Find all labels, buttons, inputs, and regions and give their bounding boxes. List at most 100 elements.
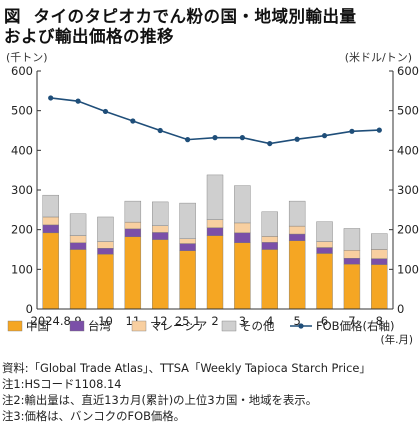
fob-price-point (376, 127, 382, 133)
left-y-tick-label: 0 (26, 302, 33, 316)
bar-segment-china (234, 242, 251, 310)
bar-segment-taiwan (234, 232, 251, 243)
x-tick-label: 7 (348, 314, 355, 328)
bar-segment-china (371, 264, 388, 310)
fob-price-point (267, 140, 273, 147)
x-tick-label: 5 (293, 314, 300, 328)
fob-price-point (321, 133, 328, 139)
bar-segment-malaysia (179, 238, 196, 244)
bar-segment-other (124, 200, 142, 223)
x-tick-label: 10 (98, 314, 113, 328)
fob-price-point (349, 128, 355, 134)
bar-segment-malaysia (152, 225, 169, 233)
source-note: 資料:「Global Trade Atlas」、TTSA「Weekly Tapi… (2, 361, 371, 375)
legend-label: 中国 (26, 319, 49, 333)
x-tick-label: 12 (153, 314, 168, 328)
bar-segment-china (343, 263, 361, 310)
x-tick-label: 25.1 (175, 314, 201, 328)
bar-segment-china (179, 250, 196, 310)
legend-swatch (221, 320, 237, 332)
bar-segment-taiwan (371, 258, 388, 265)
x-tick-label: 4 (266, 314, 273, 328)
bar-segment-malaysia (343, 250, 361, 259)
bar-segment-taiwan (316, 247, 333, 254)
bar-segment-other (69, 213, 87, 236)
right-y-tick-label: 500 (397, 104, 419, 118)
fob-price-point (294, 136, 300, 142)
legend-line-marker (298, 323, 304, 329)
bar-segment-china (288, 240, 306, 310)
left-y-tick-label: 400 (11, 143, 33, 157)
left-y-tick-label: 300 (11, 183, 33, 197)
legend-label: FOB価格(右軸) (316, 319, 395, 333)
note-2: 注2:輸出量は、直近13カ月(累計)の上位3カ国・地域を表示。 (2, 393, 318, 407)
fob-price-point (185, 137, 191, 143)
bar-segment-malaysia (316, 241, 333, 248)
bar-segment-malaysia (69, 235, 87, 243)
right-axis-unit-label: (米ドル/トン) (344, 51, 412, 64)
bar-segment-malaysia (371, 249, 388, 259)
figure-title-text1: タイのタピオカでん粉の国・地域別輸出量 (33, 7, 357, 26)
right-y-tick-label: 200 (397, 223, 419, 237)
x-axis-unit-label: (年.月) (380, 333, 413, 346)
right-y-tick-label: 400 (397, 143, 419, 157)
bar-segment-taiwan (179, 243, 196, 251)
bar-segment-taiwan (206, 227, 224, 236)
bar-segment-malaysia (42, 216, 59, 226)
bar-segment-other (343, 228, 361, 251)
left-y-tick-label: 200 (11, 223, 33, 237)
legend-label: マレーシア (150, 319, 207, 333)
x-tick-label: 3 (239, 314, 246, 328)
bar-segment-taiwan (343, 258, 361, 265)
fob-price-point (75, 98, 81, 104)
bar-segment-taiwan (42, 224, 59, 234)
fob-price-point (212, 135, 218, 141)
note-3: 注3:価格は、バンコクのFOB価格。 (2, 409, 186, 423)
bar-segment-china (152, 239, 169, 310)
left-axis-unit-label: (千トン) (6, 51, 48, 64)
bar-segment-taiwan (261, 242, 278, 250)
figure-title-line2: および輸出価格の推移 (4, 23, 174, 47)
bar-segment-taiwan (152, 232, 169, 240)
right-y-tick-label: 600 (397, 64, 419, 78)
bar-segment-malaysia (124, 221, 142, 230)
left-y-tick-label: 500 (11, 104, 33, 118)
note-1: 注1:HSコード1108.14 (2, 377, 122, 391)
fob-price-point (157, 127, 163, 134)
bar-segment-taiwan (97, 248, 114, 255)
bar-segment-china (316, 253, 333, 310)
legend-label: その他 (240, 319, 275, 333)
legend-swatch (131, 320, 147, 332)
bar-segment-china (124, 236, 142, 310)
bar-segment-other (152, 201, 169, 226)
notes-block: 資料:「Global Trade Atlas」、TTSA「Weekly Tapi… (2, 360, 371, 424)
bar-segment-other (97, 216, 114, 242)
figure-label: 図 (4, 7, 21, 26)
left-y-tick-label: 100 (11, 262, 33, 276)
bar-segment-other (234, 185, 251, 224)
right-y-tick-label: 0 (397, 302, 404, 316)
bar-segment-malaysia (261, 236, 278, 243)
right-y-tick-label: 300 (397, 183, 419, 197)
bar-segment-other (316, 221, 333, 242)
bar-segment-malaysia (97, 241, 114, 249)
figure-title-text2: および輸出価格の推移 (4, 27, 174, 46)
chart-canvas: 0 100 200 300 400 500 600 0 100 200 300 400 500 600 20… (7, 64, 419, 346)
x-tick-label: 8 (376, 314, 383, 328)
right-y-tick-label: 100 (397, 262, 419, 276)
bar-segment-other (179, 202, 196, 239)
legend-label: 台湾 (88, 319, 111, 333)
bar-segment-malaysia (288, 225, 306, 235)
x-tick-label: 2 (211, 314, 218, 328)
left-y-tick-label: 600 (11, 64, 33, 78)
bar-segment-malaysia (206, 219, 224, 228)
bar-segment-other (261, 211, 278, 237)
legend-swatch (7, 320, 23, 332)
bar-segment-taiwan (124, 228, 142, 238)
figure-title-line1: 図 タイのタピオカでん粉の国・地域別輸出量 (4, 3, 357, 27)
bar-segment-taiwan (288, 233, 306, 241)
bar-segment-malaysia (234, 222, 251, 234)
x-tick-label: 2024.8 (31, 314, 71, 328)
bar-segment-china (206, 235, 224, 310)
